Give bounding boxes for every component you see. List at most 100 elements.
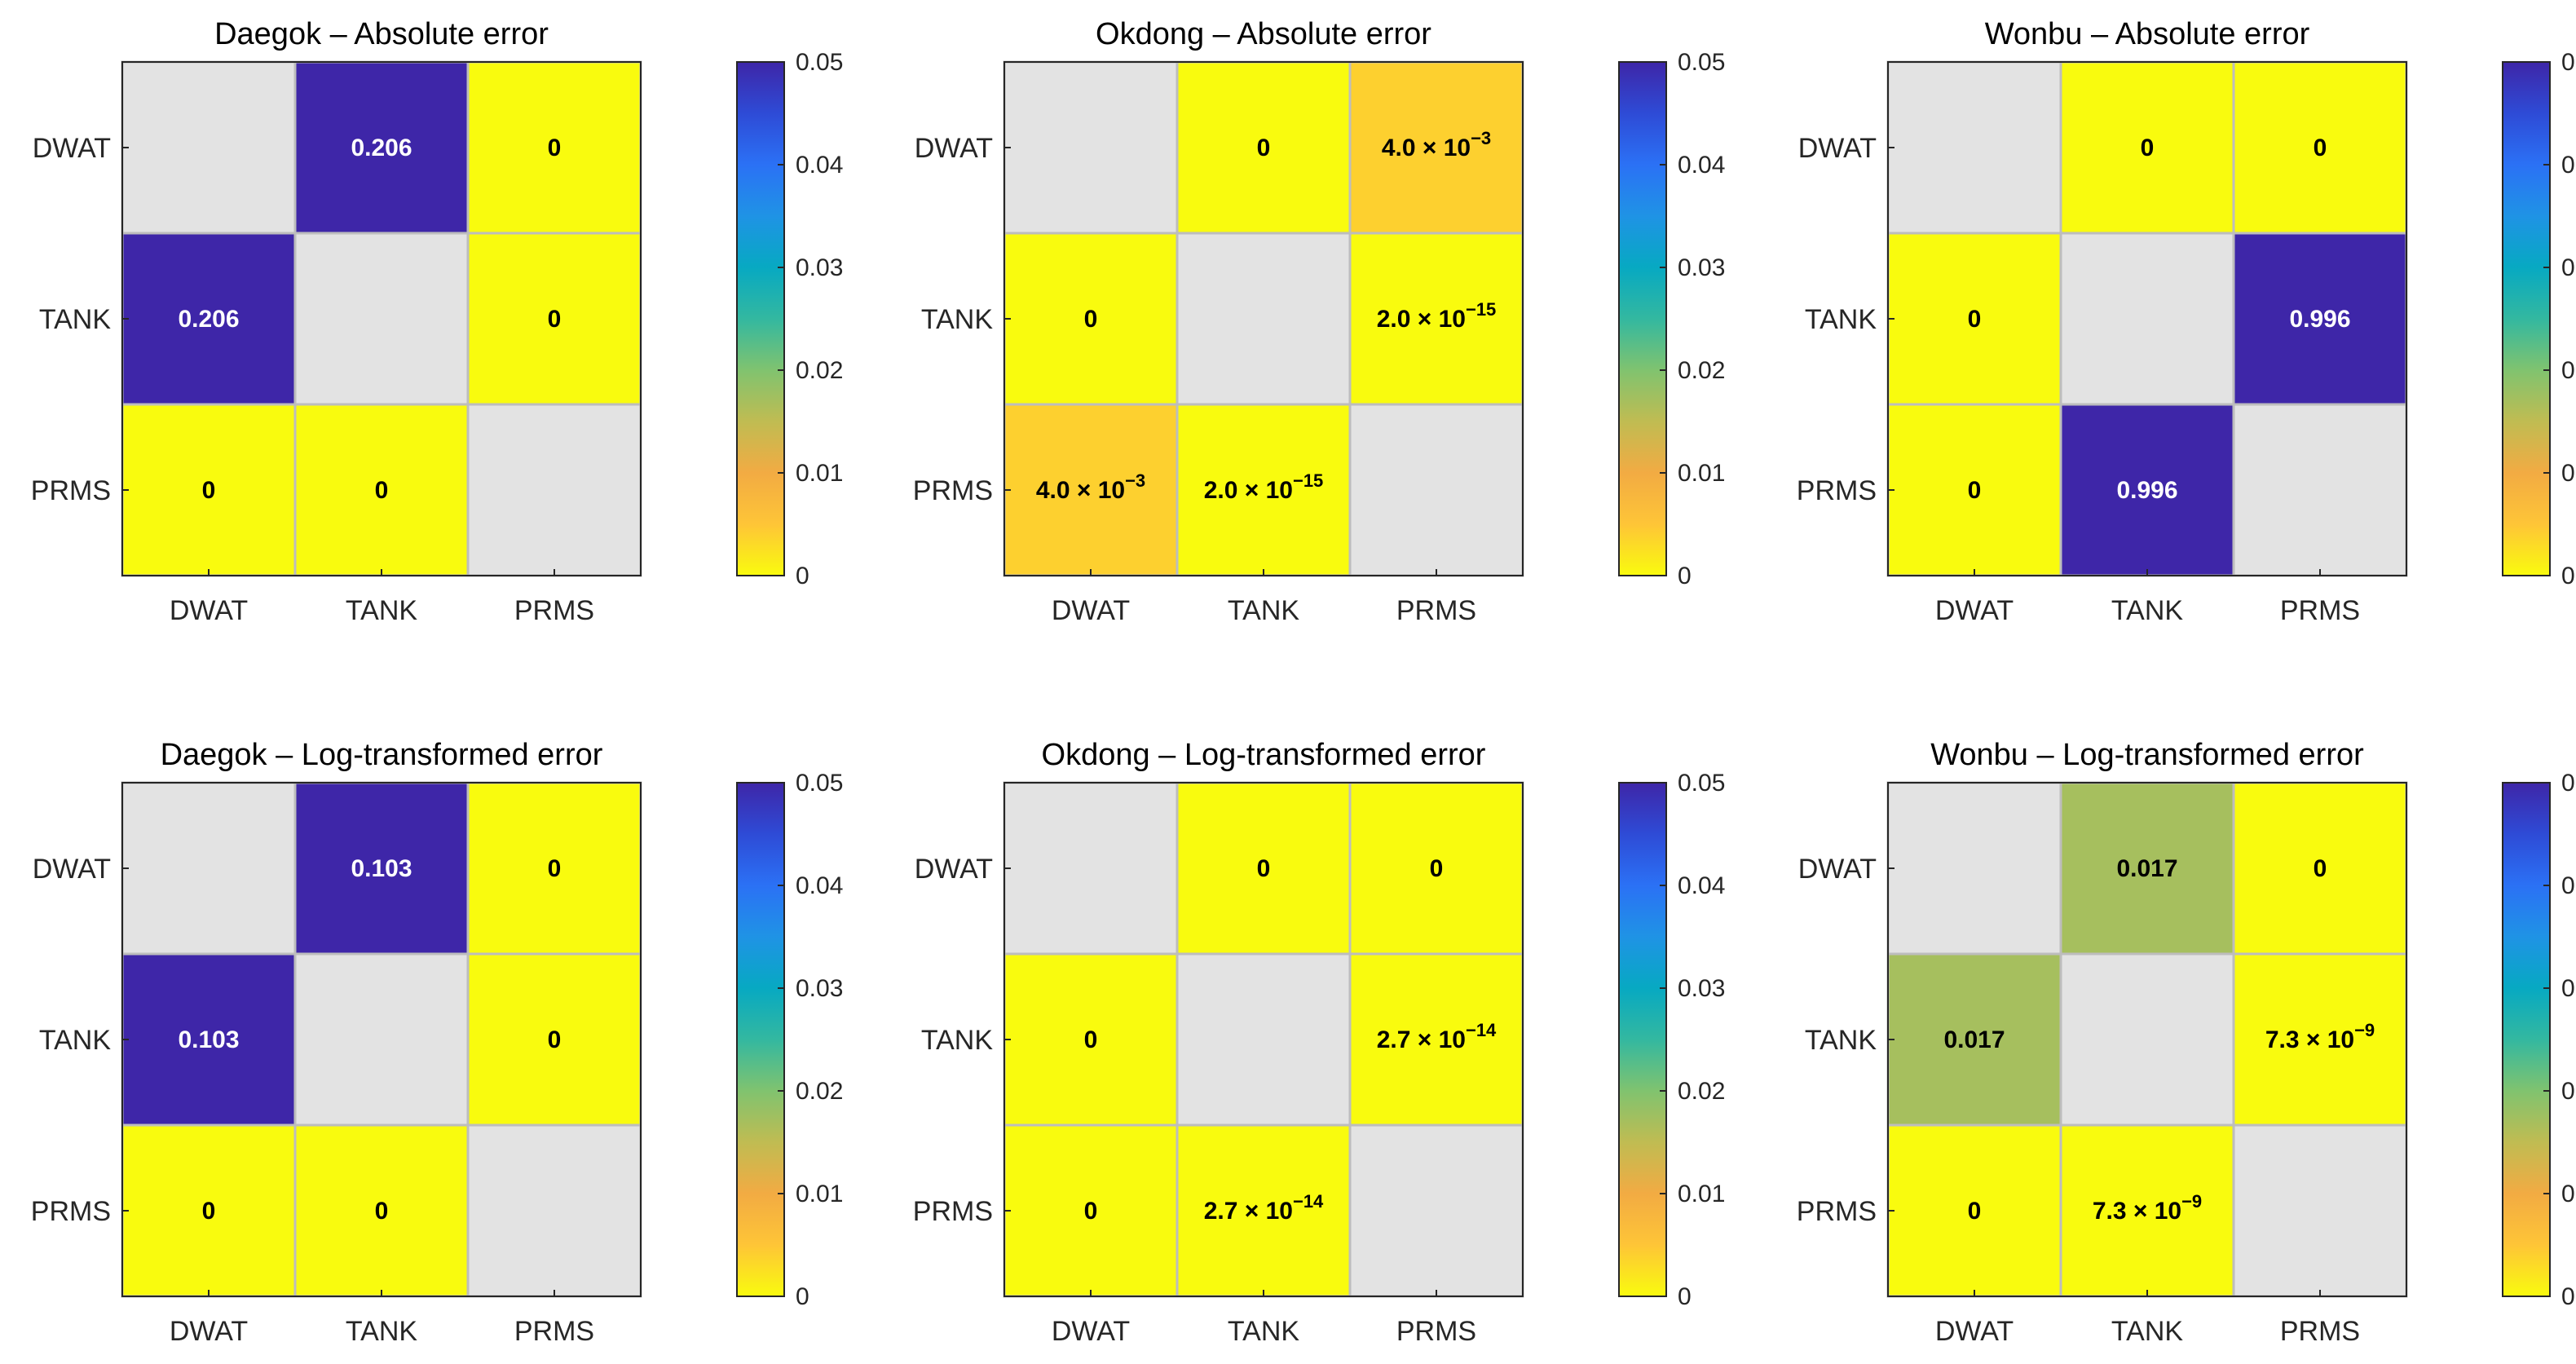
cell-value-label: 0	[2314, 135, 2327, 161]
y-tick-label: TANK	[1805, 1025, 1877, 1056]
cell-value-label: 2.0 × 10−15	[1204, 470, 1324, 504]
y-tick-label: DWAT	[33, 133, 111, 164]
y-tick-label: TANK	[921, 1025, 993, 1056]
heatmap-cell-dwat-tank	[2059, 60, 2235, 235]
heatmap-cell-dwat-dwat	[1003, 60, 1179, 235]
x-tick-label: TANK	[1228, 1316, 1299, 1347]
x-tick-label: TANK	[346, 1316, 417, 1347]
heatmap-cell-prms-tank	[293, 403, 470, 577]
x-tick-label: TANK	[2111, 595, 2183, 626]
x-tick-label: PRMS	[514, 595, 594, 626]
cell-value-label: 0	[202, 477, 216, 504]
panel-title: Wonbu – Log-transformed error	[1930, 738, 2364, 772]
panel-title: Okdong – Log-transformed error	[1042, 738, 1486, 772]
x-tick-label: DWAT	[1935, 595, 2014, 626]
colorbar-tick-label: 0.02	[1678, 357, 1725, 384]
colorbar-tick-label: 0.03	[796, 975, 843, 1002]
y-tick-label: TANK	[39, 304, 111, 335]
panel-title: Okdong – Absolute error	[1096, 17, 1431, 51]
heatmap-cell-prms-dwat	[1886, 1123, 2062, 1298]
cell-value-label: 2.7 × 10−14	[1204, 1191, 1324, 1225]
heatmap-cell-prms-tank	[1176, 403, 1352, 577]
colorbar-tick-label: 0.05	[796, 49, 843, 76]
cell-value-label: 0	[548, 1026, 562, 1053]
colorbar-tick-label: 0.01	[1678, 1181, 1725, 1207]
heatmap-cell-prms-prms	[466, 403, 642, 577]
cell-value-label: 0	[2141, 135, 2155, 161]
x-tick-label: PRMS	[514, 1316, 594, 1347]
y-tick-label: PRMS	[1797, 475, 1877, 506]
heatmap-cell-dwat-dwat	[1886, 781, 2062, 956]
heatmap-panel-5: Okdong – Log-transformed error 0 0 0 2.7 × 1…	[913, 738, 1726, 1347]
cell-value-label: 0.996	[2116, 477, 2177, 504]
x-tick-label: PRMS	[1396, 595, 1476, 626]
heatmap-cell-dwat-tank	[1176, 60, 1352, 235]
cell-value-label: 0	[202, 1198, 216, 1225]
colorbar-tick-label: 0.02	[1678, 1078, 1725, 1105]
colorbar-tick-label: 0.05	[1678, 49, 1725, 76]
colorbar-tick-label: 0	[2561, 1283, 2575, 1310]
panel-title: Daegok – Absolute error	[214, 17, 549, 51]
heatmap-panel-2: Okdong – Absolute error 0 4.0 × 10−3 0 2.0 ×…	[913, 17, 1726, 626]
heatmap-cell-tank-tank	[293, 232, 470, 406]
colorbar-tick-label: 0.01	[2561, 460, 2576, 487]
heatmap-panel-1: Daegok – Absolute error 0.206 0 0.206 0 0 0 DWA…	[31, 17, 844, 626]
y-tick-label: DWAT	[1798, 854, 1877, 885]
colorbar-tick-label: 0.02	[796, 1078, 843, 1105]
heatmap-cell-prms-dwat	[1003, 403, 1179, 577]
colorbar	[2502, 61, 2551, 576]
heatmap-cell-dwat-tank	[2059, 781, 2235, 956]
colorbar-tick-label: 0.01	[796, 1181, 843, 1207]
heatmap-cell-dwat-dwat	[1886, 60, 2062, 235]
y-tick-label: DWAT	[915, 133, 993, 164]
heatmap-cell-tank-dwat	[1003, 232, 1179, 406]
colorbar-tick-label: 0	[1678, 1283, 1692, 1310]
heatmap-cell-tank-dwat	[1886, 232, 2062, 406]
x-tick-label: PRMS	[2280, 595, 2360, 626]
heatmap-cell-prms-prms	[466, 1123, 642, 1298]
heatmap-cell-prms-tank	[2059, 403, 2235, 577]
colorbar	[736, 782, 785, 1297]
colorbar	[1618, 61, 1667, 576]
heatmap-cell-prms-prms	[1348, 403, 1524, 577]
heatmap-cell-dwat-dwat	[121, 781, 297, 956]
heatmap-cell-dwat-prms	[466, 781, 642, 956]
x-tick-label: DWAT	[1935, 1316, 2014, 1347]
heatmap-cell-tank-tank	[293, 952, 470, 1127]
colorbar-tick-label: 0.03	[1678, 254, 1725, 281]
cell-value-label: 0	[1257, 135, 1271, 161]
cell-value-label: 0	[1257, 855, 1271, 882]
colorbar-tick-label: 0.01	[1678, 460, 1725, 487]
x-tick-label: PRMS	[2280, 1316, 2360, 1347]
heatmap-cell-tank-dwat	[121, 232, 297, 406]
y-tick-label: PRMS	[31, 1196, 111, 1227]
colorbar-tick-label: 0.04	[796, 872, 843, 899]
y-tick-label: DWAT	[1798, 133, 1877, 164]
colorbar-tick-label: 0.02	[796, 357, 843, 384]
cell-value-label: 0.996	[2289, 306, 2350, 333]
cell-value-label: 0	[2314, 855, 2327, 882]
cell-value-label: 0	[1968, 1198, 1982, 1225]
y-tick-label: PRMS	[1797, 1196, 1877, 1227]
y-tick-label: DWAT	[33, 854, 111, 885]
colorbar-tick-label: 0.01	[2561, 1181, 2576, 1207]
cell-value-label: 0	[1968, 306, 1982, 333]
colorbar-tick-label: 0	[1678, 563, 1692, 589]
heatmap-panel-3: Wonbu – Absolute error 0 0 0 0.996 0 0.996 DWAT…	[1797, 17, 2576, 626]
heatmap-cell-prms-tank	[2059, 1123, 2235, 1298]
heatmap-cell-dwat-prms	[1348, 60, 1524, 235]
y-tick-label: TANK	[921, 304, 993, 335]
heatmap-cell-tank-prms	[466, 232, 642, 406]
x-tick-label: PRMS	[1396, 1316, 1476, 1347]
colorbar-tick-label: 0.03	[2561, 254, 2576, 281]
colorbar-tick-label: 0	[796, 563, 809, 589]
colorbar-tick-label: 0.02	[2561, 1078, 2576, 1105]
cell-value-label: 4.0 × 10−3	[1382, 128, 1491, 161]
colorbar-tick-label: 0.04	[1678, 872, 1725, 899]
colorbar-tick-label: 0	[796, 1283, 809, 1310]
x-tick-label: TANK	[1228, 595, 1299, 626]
colorbar	[2502, 782, 2551, 1297]
colorbar-tick-label: 0.02	[2561, 357, 2576, 384]
